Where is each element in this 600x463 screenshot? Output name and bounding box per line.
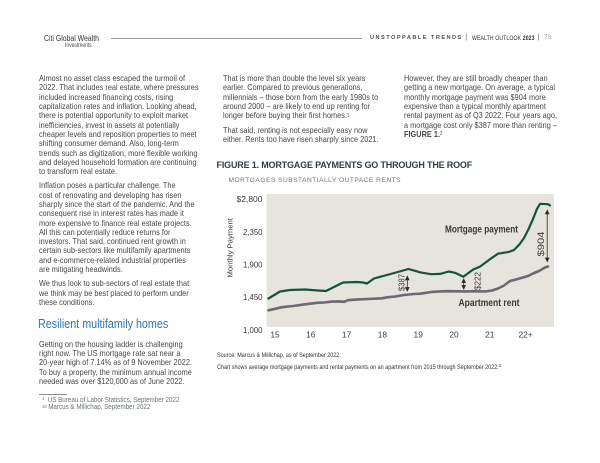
svg-text:21: 21 <box>485 330 495 340</box>
svg-text:Apartment rent: Apartment rent <box>459 298 521 309</box>
svg-text:17: 17 <box>342 330 352 340</box>
svg-text:1,450: 1,450 <box>243 293 263 302</box>
svg-text:19: 19 <box>414 330 424 340</box>
svg-text:Mortgage payment: Mortgage payment <box>445 225 519 236</box>
svg-text:1,900: 1,900 <box>243 261 263 270</box>
svg-text:$222: $222 <box>473 271 482 290</box>
svg-text:15: 15 <box>270 330 280 340</box>
svg-text:22+: 22+ <box>518 330 532 340</box>
svg-text:18: 18 <box>378 330 388 340</box>
svg-text:16: 16 <box>306 330 316 340</box>
svg-text:$904: $904 <box>536 231 546 256</box>
svg-text:Monthly Payment: Monthly Payment <box>226 217 235 277</box>
svg-text:2,350: 2,350 <box>243 228 263 237</box>
svg-text:$387: $387 <box>398 273 407 291</box>
svg-text:1,000: 1,000 <box>243 326 263 335</box>
svg-text:$2,800: $2,800 <box>237 195 264 204</box>
svg-text:20: 20 <box>449 330 459 340</box>
